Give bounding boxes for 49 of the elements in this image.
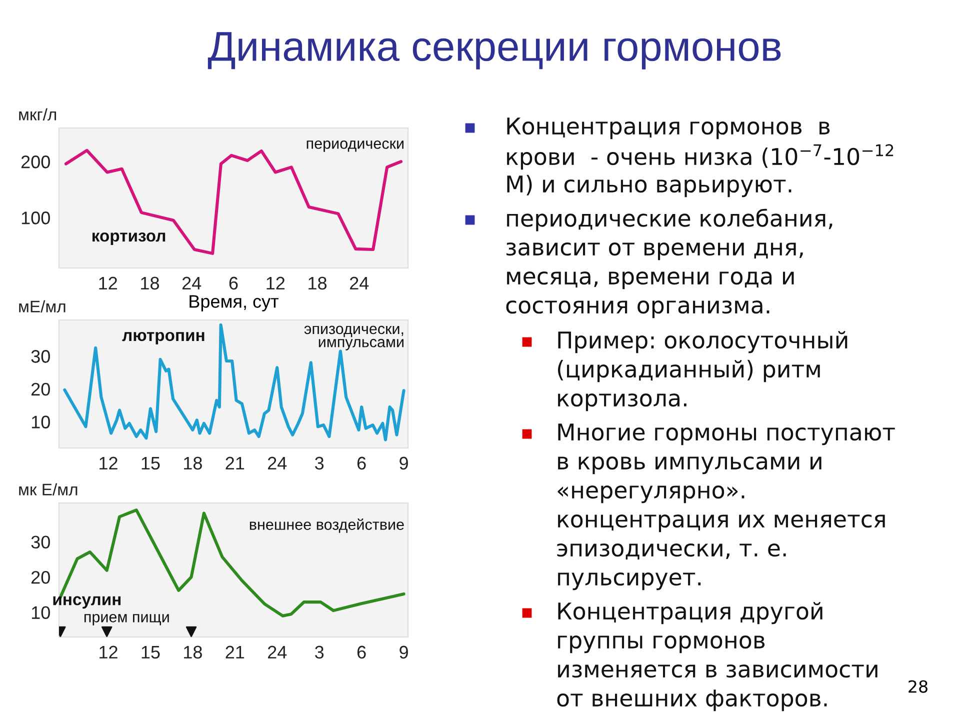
annotation: прием пищи xyxy=(84,614,169,626)
series-label: кортизол xyxy=(92,232,166,245)
x-tick-label: 24 xyxy=(350,276,369,290)
text: 28 xyxy=(908,680,928,693)
annotation: эпизодически, импульсами xyxy=(304,326,404,350)
x-tick-label: 3 xyxy=(315,456,324,470)
x-tick-label: 21 xyxy=(226,646,244,658)
x-tick-label: 12 xyxy=(100,456,118,470)
x-tick-label: 18 xyxy=(141,276,159,290)
y-tick-label: 20 xyxy=(31,382,50,396)
text: периодические колебания, зависит от времени дня, месяца, времени года и состояния организма. xyxy=(506,208,832,318)
series-label: лютропин xyxy=(122,332,204,344)
y-axis-title: мкг/л xyxy=(19,108,56,120)
y-tick-label: 100 xyxy=(22,212,50,224)
x-tick-label: 15 xyxy=(142,456,160,470)
y-axis-title: мЕ/мл xyxy=(19,300,66,312)
x-tick-label: 18 xyxy=(184,646,202,659)
x-tick-label: 24 xyxy=(182,276,202,290)
x-axis-title: Время, сут xyxy=(190,295,279,312)
y-tick-label: 30 xyxy=(31,350,50,363)
x-tick-label: 12 xyxy=(99,276,117,290)
y-tick-label: 20 xyxy=(31,570,50,584)
annotation: внешнее воздействие xyxy=(250,518,404,533)
x-tick-label: 6 xyxy=(357,646,366,659)
text: Концентрация гормонов в крови - очень низка (10$^{−7}$-10$^{−12}$ М) и сильно варьируют. xyxy=(507,118,894,198)
series-label: инсулин xyxy=(53,596,121,609)
x-tick-label: 9 xyxy=(400,646,408,659)
x-tick-label: 18 xyxy=(308,276,327,290)
x-tick-label: 12 xyxy=(266,276,285,290)
annotation: периодически xyxy=(306,140,404,152)
text: Концентрация другой группы гормонов изменяется в зависимости от внешних факторов. xyxy=(557,602,878,712)
text: Пример: околосуточный (циркадианный) ритм кортизола. xyxy=(558,331,848,412)
x-tick-label: 9 xyxy=(400,456,408,470)
y-tick-label: 30 xyxy=(31,536,50,549)
y-tick-label: 10 xyxy=(32,416,50,428)
x-tick-label: 3 xyxy=(315,646,324,659)
x-tick-label: 15 xyxy=(142,646,160,659)
y-tick-label: 10 xyxy=(32,606,50,620)
x-tick-label: 21 xyxy=(226,456,244,470)
x-tick-label: 24 xyxy=(268,456,287,470)
y-tick-label: 200 xyxy=(21,156,50,168)
x-tick-label: 18 xyxy=(184,456,202,470)
x-tick-label: 6 xyxy=(229,276,238,290)
y-axis-title: мк Е/мл xyxy=(19,483,78,496)
x-tick-label: 6 xyxy=(357,456,366,470)
text: Многие гормоны поступают в кровь импульсами и «нерегулярно». концентрация их меняется эпизодически, т. е. пульсирует. xyxy=(557,424,895,590)
x-tick-label: 12 xyxy=(100,646,118,658)
x-tick-label: 24 xyxy=(268,646,287,658)
text: Динамика секреции гормонов xyxy=(208,32,781,70)
